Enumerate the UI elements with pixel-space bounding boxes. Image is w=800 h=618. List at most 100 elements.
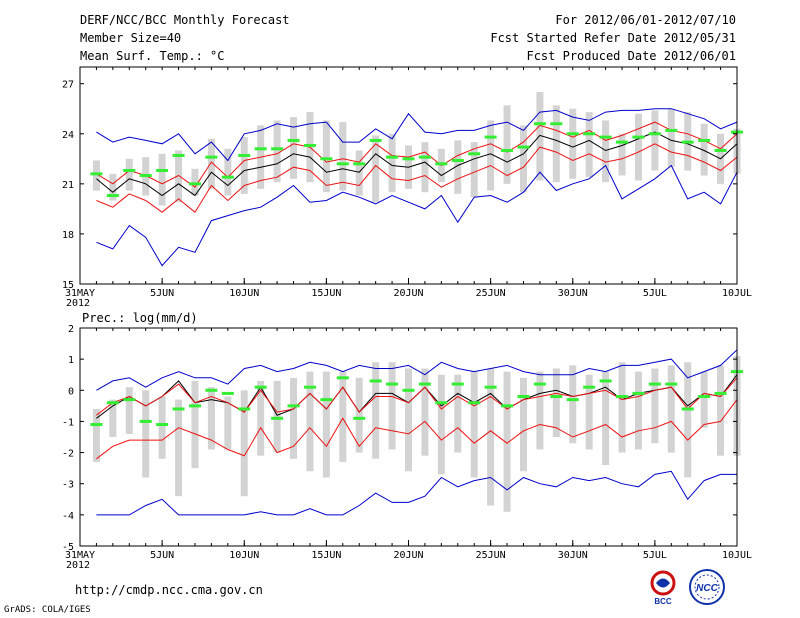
- precipitation-range-bar: [290, 377, 298, 459]
- temperature-range-bar: [388, 133, 396, 193]
- temperature-range-bar: [487, 120, 495, 191]
- precipitation-forecast-marker: [665, 382, 678, 386]
- precipitation-range-bar: [388, 362, 396, 450]
- grads-credit: GrADS: COLA/IGES: [4, 605, 91, 615]
- temperature-ytick-label: 18: [62, 230, 74, 241]
- precipitation-xtick-year: 2012: [66, 560, 90, 571]
- chart-title: DERF/NCC/BCC Monthly Forecast: [80, 13, 290, 27]
- temperature-xtick-year: 2012: [66, 298, 90, 309]
- temperature-forecast-marker: [599, 135, 612, 139]
- temperature-forecast-marker: [435, 162, 448, 166]
- precipitation-range-bar: [503, 371, 511, 512]
- temperature-lower-spread-line: [96, 143, 738, 213]
- precipitation-range-bar: [470, 371, 478, 478]
- temperature-forecast-marker: [106, 194, 119, 198]
- temperature-range-bar: [618, 133, 626, 176]
- temperature-range-bar: [339, 122, 347, 191]
- temperature-xtick-label: 15JUN: [311, 288, 341, 299]
- temperature-forecast-marker: [90, 172, 103, 176]
- temperature-forecast-marker: [501, 148, 514, 152]
- temperature-range-bar: [290, 117, 298, 179]
- temperature-ensemble-mean-line: [96, 131, 738, 197]
- temperature-xtick-label: 30JUN: [558, 288, 588, 299]
- precipitation-forecast-marker: [172, 407, 185, 411]
- source-url[interactable]: http://cmdp.ncc.cma.gov.cn: [75, 583, 263, 597]
- temperature-range-bar: [92, 160, 100, 191]
- temperature-range-bar: [634, 113, 642, 181]
- precipitation-range-bar: [158, 396, 166, 459]
- precipitation-forecast-marker: [632, 391, 645, 395]
- precipitation-range-bar: [175, 399, 183, 497]
- temperature-ytick-label: 21: [62, 180, 74, 191]
- temperature-forecast-marker: [320, 157, 333, 161]
- temperature-range-bar: [503, 105, 511, 184]
- temperature-forecast-marker: [484, 135, 497, 139]
- temperature-range-bar: [240, 137, 248, 194]
- precipitation-range-bar: [454, 374, 462, 453]
- precipitation-forecast-marker: [106, 401, 119, 405]
- temperature-forecast-marker: [336, 162, 349, 166]
- temperature-forecast-marker: [271, 147, 284, 151]
- precipitation-range-bar: [552, 368, 560, 437]
- member-size-label: Member Size=40: [80, 31, 182, 45]
- forecast-produced-date: Fcst Produced Date 2012/06/01: [526, 49, 736, 63]
- temperature-forecast-marker: [517, 145, 530, 149]
- precipitation-forecast-marker: [550, 395, 563, 399]
- temperature-forecast-marker: [418, 155, 431, 159]
- precipitation-range-bar: [618, 362, 626, 453]
- precipitation-lower-spread-line: [96, 399, 738, 460]
- temperature-range-bar: [372, 135, 380, 203]
- precipitation-xtick-label: 5JUL: [643, 550, 667, 561]
- precipitation-forecast-marker: [205, 388, 218, 392]
- temperature-range-bar: [191, 168, 199, 196]
- precipitation-range-bar: [602, 371, 610, 466]
- precipitation-forecast-marker: [418, 382, 431, 386]
- precipitation-forecast-marker: [123, 398, 136, 402]
- precipitation-range-bar: [240, 390, 248, 497]
- precipitation-xtick-label: 5JUN: [150, 550, 174, 561]
- precipitation-range-bar: [667, 365, 675, 453]
- precipitation-lower-extreme-line: [96, 470, 737, 516]
- temperature-range-bar: [224, 148, 232, 196]
- precipitation-range-bar: [191, 380, 199, 469]
- precipitation-forecast-marker: [435, 401, 448, 405]
- precipitation-range-bar: [569, 365, 577, 444]
- precipitation-forecast-marker: [616, 395, 629, 399]
- temperature-range-bar: [569, 108, 577, 179]
- temperature-range-bar: [651, 110, 659, 171]
- precipitation-range-bar: [142, 390, 150, 478]
- precipitation-range-bar: [109, 399, 117, 437]
- precipitation-forecast-marker: [221, 391, 234, 395]
- precipitation-forecast-marker: [533, 382, 546, 386]
- temperature-forecast-marker: [303, 143, 316, 147]
- temperature-xtick-label: 10JUN: [229, 288, 259, 299]
- temperature-forecast-marker: [468, 152, 481, 156]
- precipitation-ytick-label: 1: [68, 355, 74, 366]
- precipitation-ytick-label: -3: [62, 480, 74, 491]
- precipitation-range-bar: [519, 377, 527, 472]
- temperature-range-bar: [454, 140, 462, 194]
- temperature-range-bar: [552, 105, 560, 183]
- precipitation-range-bar: [339, 371, 347, 462]
- precipitation-range-bar: [125, 387, 133, 434]
- precipitation-upper-extreme-line: [96, 349, 738, 391]
- precipitation-range-bar: [700, 371, 708, 428]
- precipitation-range-bar: [651, 368, 659, 444]
- temperature-range-bar: [470, 142, 478, 198]
- temperature-forecast-marker: [583, 132, 596, 136]
- precipitation-forecast-marker: [714, 391, 727, 395]
- precipitation-forecast-marker: [156, 423, 169, 427]
- precipitation-forecast-marker: [566, 398, 579, 402]
- temperature-forecast-marker: [156, 168, 169, 172]
- precipitation-forecast-marker: [320, 398, 333, 402]
- precipitation-forecast-marker: [139, 419, 152, 423]
- temperature-lower-extreme-line: [96, 164, 738, 267]
- precipitation-xtick-label: 10JUL: [722, 550, 752, 561]
- precipitation-forecast-marker: [451, 382, 464, 386]
- temperature-forecast-marker: [205, 155, 218, 159]
- temperature-forecast-marker: [714, 148, 727, 152]
- precipitation-ytick-label: -1: [62, 417, 74, 428]
- precipitation-forecast-marker: [303, 385, 316, 389]
- temperature-forecast-marker: [648, 132, 661, 136]
